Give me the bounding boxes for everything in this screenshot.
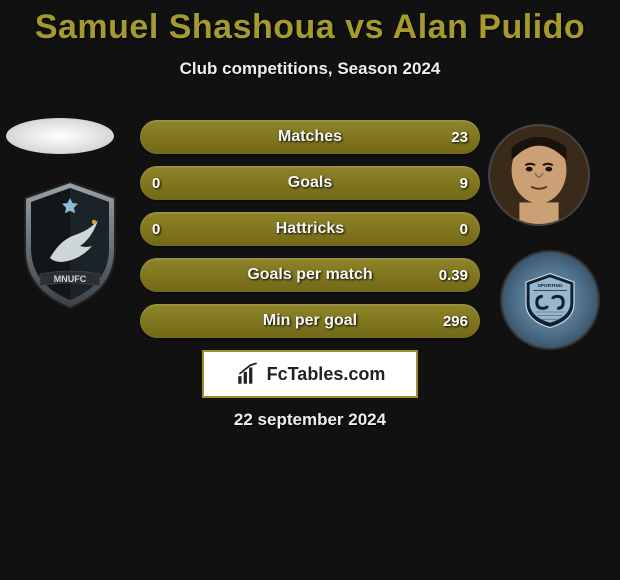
stat-label: Min per goal (263, 312, 357, 330)
page-title: Samuel Shashoua vs Alan Pulido (0, 0, 620, 47)
player1-avatar (6, 118, 114, 154)
stat-right-value: 0.39 (439, 258, 468, 292)
vs-label: vs (345, 8, 384, 46)
stat-right-value: 9 (460, 166, 468, 200)
comparison-infographic: Samuel Shashoua vs Alan Pulido Club comp… (0, 0, 620, 580)
stat-row: 0 Hattricks 0 (140, 212, 480, 246)
sporting-kc-crest-icon: SPORTING (520, 270, 580, 330)
stat-label: Goals per match (247, 266, 372, 284)
stats-block: Matches 23 0 Goals 9 0 Hattricks 0 Goals… (140, 120, 480, 350)
brand-box: FcTables.com (202, 350, 418, 398)
player2-club-crest: SPORTING (500, 250, 600, 350)
player2-face-icon (490, 126, 588, 224)
stat-row: Matches 23 (140, 120, 480, 154)
subtitle: Club competitions, Season 2024 (0, 59, 620, 79)
stat-right-value: 23 (451, 120, 468, 154)
stat-label: Goals (288, 174, 332, 192)
stat-row: Goals per match 0.39 (140, 258, 480, 292)
brand-text: FcTables.com (267, 364, 386, 385)
mnufc-crest-icon: MNUFC (20, 180, 120, 310)
player2-name: Alan Pulido (393, 8, 586, 46)
stat-right-value: 296 (443, 304, 468, 338)
stat-row: 0 Goals 9 (140, 166, 480, 200)
stat-left-value: 0 (152, 166, 160, 200)
stat-label: Hattricks (276, 220, 344, 238)
stat-row: Min per goal 296 (140, 304, 480, 338)
stat-left-value: 0 (152, 212, 160, 246)
player2-avatar (488, 124, 590, 226)
date-label: 22 september 2024 (0, 410, 620, 430)
crest2-text: SPORTING (537, 283, 562, 289)
bar-chart-icon (235, 361, 261, 387)
stat-label: Matches (278, 128, 342, 146)
player1-club-crest: MNUFC (20, 180, 120, 310)
player1-name: Samuel Shashoua (35, 8, 335, 46)
stat-right-value: 0 (460, 212, 468, 246)
crest1-text: MNUFC (54, 274, 87, 284)
